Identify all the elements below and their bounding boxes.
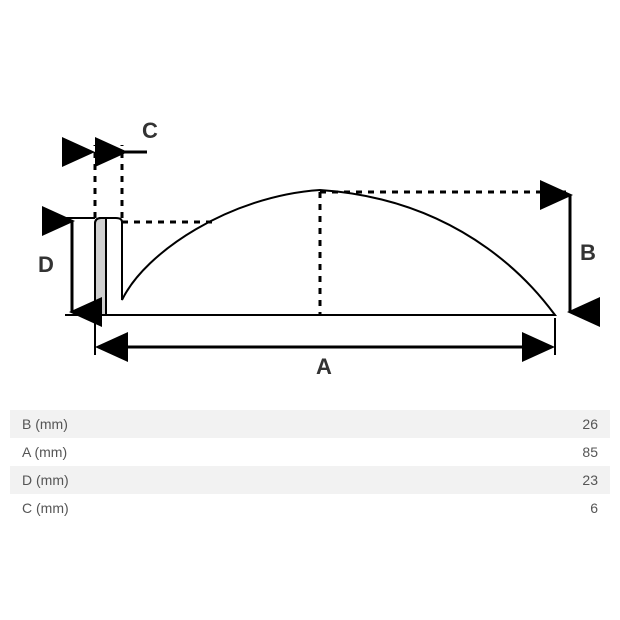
spec-label: C (mm) [22,500,69,516]
spec-value: 85 [582,444,598,460]
spec-value: 23 [582,472,598,488]
profile-outline [95,190,555,315]
label-d: D [38,252,54,278]
table-row: A (mm) 85 [10,438,610,466]
diagram-svg [0,0,620,410]
spec-label: A (mm) [22,444,67,460]
label-b: B [580,240,596,266]
spec-label: D (mm) [22,472,69,488]
table-row: B (mm) 26 [10,410,610,438]
spec-label: B (mm) [22,416,68,432]
table-row: C (mm) 6 [10,494,610,522]
label-a: A [316,354,332,380]
spec-table: B (mm) 26 A (mm) 85 D (mm) 23 C (mm) 6 [10,410,610,522]
tab-fill [95,218,106,315]
table-row: D (mm) 23 [10,466,610,494]
spec-value: 26 [582,416,598,432]
label-c: C [142,118,158,144]
dimension-diagram: C D B A [0,0,620,410]
spec-value: 6 [590,500,598,516]
